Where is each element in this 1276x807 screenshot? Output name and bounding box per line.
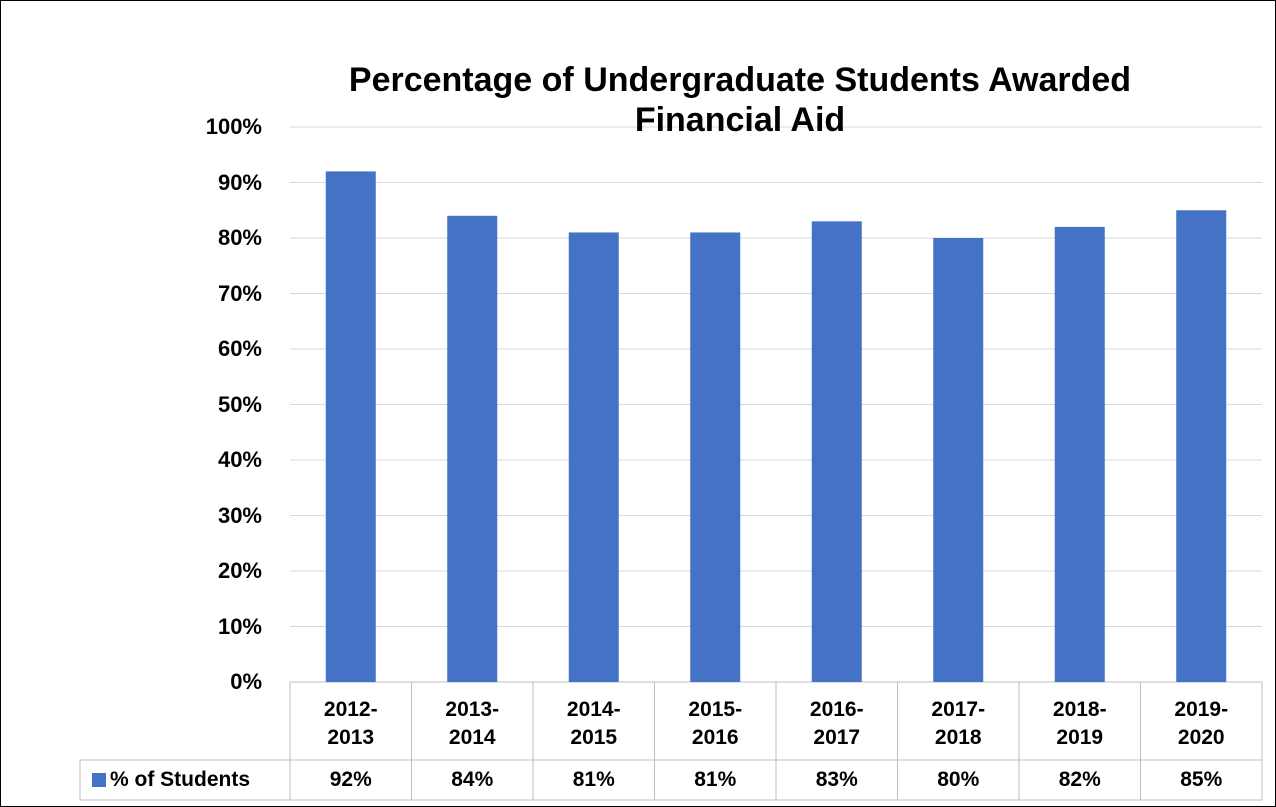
- legend-key: [92, 773, 106, 787]
- y-tick-label: 100%: [205, 114, 262, 139]
- bar: [1176, 210, 1227, 682]
- bar: [811, 221, 862, 682]
- bar: [325, 171, 376, 682]
- y-tick-label: 0%: [230, 669, 262, 694]
- table-value: 82%: [1058, 768, 1101, 791]
- x-tick-label: 2015-2016: [688, 698, 743, 749]
- chart-title: Percentage of Undergraduate Students Awa…: [348, 61, 1132, 139]
- x-tick-label: 2019-2020: [1174, 698, 1229, 749]
- y-tick-label: 40%: [217, 447, 262, 472]
- table-value: 83%: [815, 768, 858, 791]
- y-tick-label: 80%: [217, 225, 262, 250]
- y-tick-label: 60%: [217, 336, 262, 361]
- x-tick-label: 2014-2015: [566, 698, 621, 749]
- table-value: 85%: [1180, 768, 1223, 791]
- bar: [690, 232, 741, 682]
- y-tick-label: 10%: [217, 613, 262, 639]
- bar: [933, 238, 984, 682]
- table-value: 92%: [329, 768, 372, 791]
- x-tick-label: 2018-2019: [1052, 698, 1107, 749]
- y-tick-label: 70%: [217, 280, 262, 306]
- y-tick-label: 50%: [217, 391, 262, 417]
- legend-label: % of Students: [110, 768, 250, 791]
- bar: [568, 232, 619, 682]
- x-tick-label: 2013-2014: [445, 698, 500, 749]
- x-tick-label: 2016-2017: [809, 698, 864, 749]
- table-value: 81%: [572, 768, 615, 791]
- table-value: 84%: [451, 768, 494, 791]
- x-tick-label: 2017-2018: [931, 698, 986, 749]
- y-tick-label: 20%: [217, 558, 262, 583]
- bar: [447, 215, 498, 683]
- table-value: 80%: [937, 768, 980, 791]
- y-tick-label: 90%: [217, 169, 262, 195]
- bar: [1054, 226, 1105, 682]
- y-tick-label: 30%: [217, 502, 262, 528]
- x-tick-label: 2012-2013: [323, 698, 378, 749]
- table-value: 81%: [694, 768, 737, 791]
